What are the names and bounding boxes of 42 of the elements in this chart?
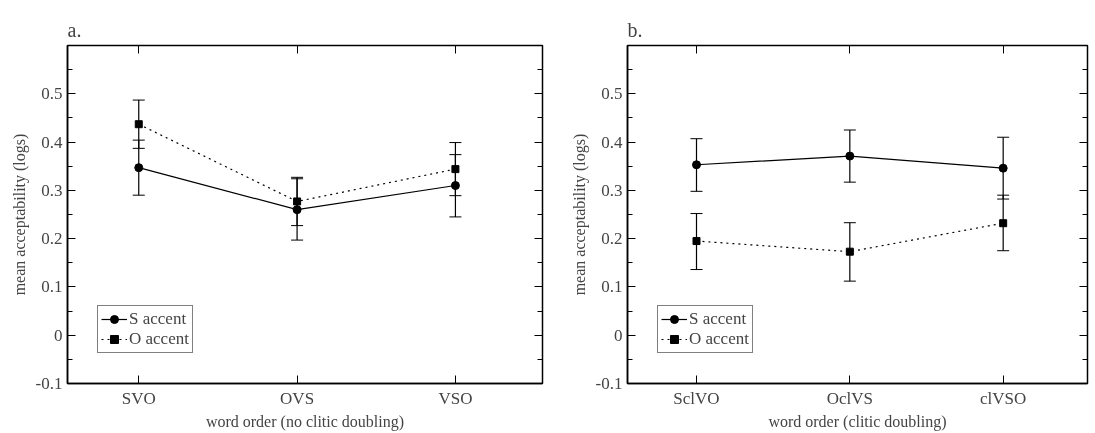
y-axis-title: mean acceptability (logs) [570, 133, 589, 296]
y-tick-label: -0.1 [595, 374, 623, 393]
y-tick-label: 0.4 [41, 132, 63, 152]
y-tick-label: 0.3 [41, 180, 63, 200]
chart-title: a. [67, 18, 82, 41]
point [998, 163, 1008, 173]
point [292, 205, 302, 215]
point [134, 163, 144, 173]
y-tick-label: 0.5 [41, 84, 63, 104]
point [692, 237, 701, 246]
legend-label: S accent [129, 309, 187, 329]
x-tick-label: clVSO [980, 388, 1027, 408]
point [451, 165, 460, 174]
y-tick-label: 0.1 [41, 277, 63, 297]
x-axis-title: word order (clitic doubling) [768, 412, 947, 431]
y-tick-label: 0.1 [601, 277, 623, 297]
x-tick-label: VSO [438, 388, 473, 408]
legend-label: O accent [689, 329, 749, 349]
x-tick-label: OclVS [826, 388, 873, 408]
y-tick-label: 0.4 [601, 132, 623, 152]
x-axis-title: word order (no clitic doubling) [205, 412, 405, 431]
legend-label: S accent [689, 309, 747, 329]
y-tick-label: 0.2 [601, 229, 623, 249]
y-tick-label: 0.3 [601, 180, 623, 200]
point [692, 160, 701, 170]
y-tick-label: 0 [54, 325, 63, 345]
point [845, 151, 855, 161]
y-tick-label: 0 [614, 325, 623, 345]
x-tick-label: OVS [280, 388, 315, 408]
y-tick-label: 0.5 [601, 84, 623, 104]
point [999, 219, 1008, 228]
y-tick-label: -0.1 [35, 374, 63, 393]
x-tick-label: SclVO [673, 388, 720, 408]
x-tick-label: SVO [121, 388, 156, 408]
chart-title: b. [627, 18, 643, 41]
point [845, 247, 854, 256]
point [293, 197, 302, 206]
point [134, 120, 143, 129]
legend-label: O accent [129, 329, 189, 349]
point [450, 181, 460, 191]
y-tick-label: 0.2 [41, 229, 63, 249]
y-axis-title: mean acceptability (logs) [10, 133, 29, 296]
